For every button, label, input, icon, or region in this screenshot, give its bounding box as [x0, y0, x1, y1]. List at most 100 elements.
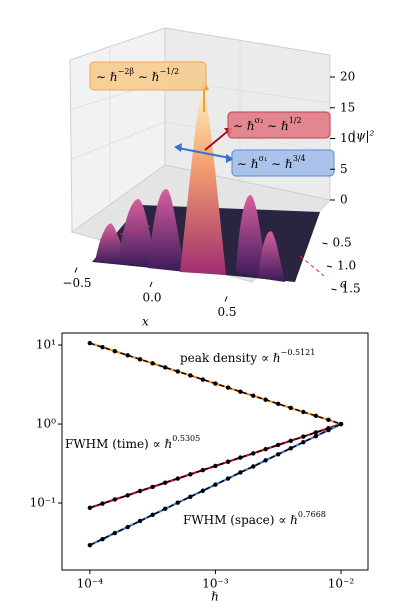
y-tick-label: 10⁻¹ [30, 496, 56, 510]
z-tick-label: 5 [340, 162, 348, 176]
data-point [275, 442, 281, 448]
data-point [137, 488, 143, 494]
x-tick [224, 296, 228, 302]
data-point [150, 484, 155, 490]
data-point [301, 409, 306, 415]
x-tick [74, 267, 78, 273]
data-point [275, 452, 281, 457]
data-point [150, 512, 155, 518]
data-point [188, 373, 193, 378]
plot-frame [61, 332, 369, 571]
x-tick [149, 281, 153, 288]
a-tick [326, 265, 333, 268]
text-part: peak density ∝ ℏ [180, 351, 281, 365]
a-axis-label: a [340, 277, 347, 291]
data-point [238, 389, 243, 394]
data-point [200, 488, 206, 493]
x-tick-label: 10⁻⁴ [77, 577, 104, 591]
annotation-boxes [89, 61, 335, 177]
a-tick-label: 1.0 [337, 259, 356, 273]
data-point [87, 542, 93, 548]
data-point [301, 439, 306, 445]
z-tick-label: 20 [340, 70, 355, 84]
data-point [326, 427, 331, 433]
y-tick-label: 10⁰ [36, 417, 56, 431]
data-point [100, 344, 105, 350]
data-point [137, 518, 143, 524]
data-point [251, 393, 256, 398]
a-tick [322, 242, 328, 245]
superscript: 1/2 [289, 116, 302, 125]
a-tick-label: 1.5 [342, 282, 361, 296]
data-point [213, 381, 218, 386]
a-tick-label: 0.5 [333, 236, 352, 250]
annotation: FWHM (time) ∝ ℏ0.5305 [65, 434, 200, 451]
data-point [162, 365, 168, 370]
z-tick-label: 15 [340, 100, 355, 114]
x-tick-label: 0.5 [217, 305, 236, 319]
x-tick-label: 10⁻³ [202, 577, 229, 591]
text-part: ∼ ℏ [267, 157, 292, 171]
annotation: ∼ ℏσ₁ ∼ ℏ3/4 [237, 154, 306, 171]
data-point [313, 430, 319, 435]
data-point [251, 451, 256, 456]
data-point [225, 459, 231, 464]
x-tick-label: −0.5 [62, 276, 91, 290]
data-point [112, 530, 118, 536]
data-point [288, 405, 293, 411]
data-point [150, 361, 155, 366]
data-point [200, 467, 206, 473]
data-point [225, 476, 231, 481]
data-point [100, 501, 105, 506]
surface [92, 80, 325, 282]
data-point [275, 401, 281, 407]
superscript: −0.5121 [281, 348, 316, 357]
annotation: ∼ ℏ−2β ∼ ℏ−1/2 [96, 67, 179, 84]
text-part: FWHM (time) ∝ ℏ [65, 437, 172, 451]
superscript: −1/2 [159, 67, 179, 76]
text-part: ∼ ℏ [134, 70, 159, 84]
annotation: ∼ ℏσ₂ ∼ ℏ1/2 [233, 116, 302, 133]
data-point [301, 434, 306, 439]
x-tick-label: 10⁻² [328, 577, 355, 591]
superscript: 0.7668 [298, 510, 326, 519]
a-tick [331, 288, 337, 291]
text-part: ∼ ℏ [263, 119, 288, 133]
data-point [188, 494, 193, 499]
data-point [313, 433, 319, 439]
data-point [188, 472, 193, 477]
text-part: ∼ ℏ [233, 119, 255, 133]
data-point [251, 464, 256, 469]
data-point [288, 446, 293, 451]
data-point [162, 506, 168, 512]
data-point [238, 455, 243, 460]
data-point [263, 397, 268, 402]
data-point [125, 353, 130, 358]
data-point [87, 505, 93, 511]
data-point [100, 536, 105, 542]
data-point [175, 369, 180, 374]
data-point [125, 524, 130, 530]
text-part: ∼ ℏ [96, 70, 118, 84]
data-point [263, 446, 268, 452]
superscript: 3/4 [293, 154, 306, 163]
data-point [326, 417, 331, 423]
data-point [112, 497, 118, 502]
data-point [87, 340, 93, 346]
superscript: 0.5305 [172, 434, 200, 443]
x-tick-label: 0.0 [142, 291, 161, 305]
superscript: σ₂ [255, 116, 264, 125]
text-part: ∼ ℏ [237, 157, 259, 171]
data-point [338, 421, 344, 427]
text-part: FWHM (space) ∝ ℏ [183, 513, 298, 527]
superscript: −2β [118, 67, 135, 76]
data-point [125, 493, 130, 498]
annotation: FWHM (space) ∝ ℏ0.7668 [183, 510, 326, 527]
superscript: σ₁ [259, 154, 268, 163]
z-tick-label: 0 [340, 193, 348, 207]
data-point [137, 357, 143, 362]
data-point [225, 385, 231, 390]
data-point [238, 470, 243, 475]
